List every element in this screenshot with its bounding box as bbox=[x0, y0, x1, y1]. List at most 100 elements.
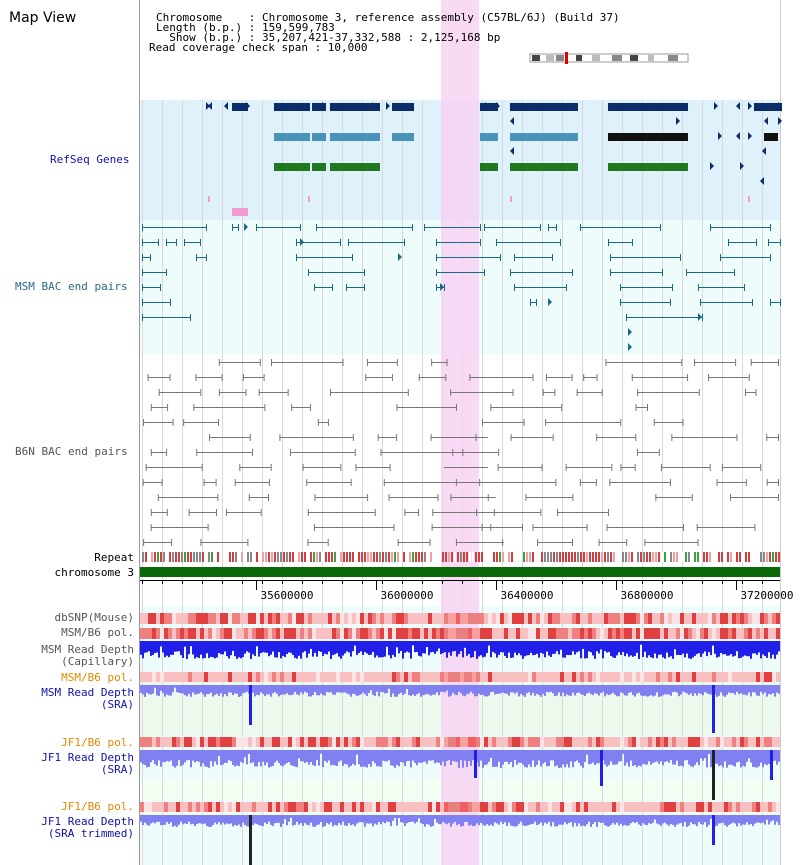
repeat-mark bbox=[676, 552, 678, 562]
heat-cell bbox=[588, 628, 592, 639]
depth-bar bbox=[370, 685, 372, 691]
heat-cell bbox=[204, 672, 208, 682]
heat-cell bbox=[644, 628, 648, 639]
heat-cell bbox=[416, 802, 420, 812]
depth-bar bbox=[250, 750, 252, 764]
depth-bar bbox=[650, 750, 652, 765]
depth-bar bbox=[474, 815, 476, 826]
track-label-refseq[interactable]: RefSeq Genes bbox=[50, 153, 130, 166]
heat-cell bbox=[772, 613, 776, 624]
depth-bar bbox=[716, 815, 718, 826]
ideogram-band bbox=[576, 55, 582, 61]
track-label-jf1-depth-trim[interactable]: JF1 Read Depth bbox=[41, 815, 134, 828]
heat-cell bbox=[736, 672, 740, 682]
depth-bar bbox=[210, 750, 212, 762]
depth-bar bbox=[658, 750, 660, 764]
depth-bar bbox=[350, 641, 352, 657]
heat-cell bbox=[232, 737, 236, 747]
track-label-jf1-b6-pol-trim[interactable]: JF1/B6 pol. bbox=[61, 800, 134, 813]
track-label-jf1-b6-pol[interactable]: JF1/B6 pol. bbox=[61, 736, 134, 749]
repeat-mark bbox=[634, 552, 636, 562]
track-label-b6n-bac[interactable]: B6N BAC end pairs bbox=[15, 445, 128, 458]
heat-cell bbox=[552, 613, 556, 624]
depth-bar bbox=[376, 750, 378, 767]
heat-cell bbox=[212, 628, 216, 639]
depth-bar bbox=[648, 750, 650, 762]
track-label-msm-depth-capillary[interactable]: MSM Read Depth bbox=[41, 643, 134, 656]
depth-bar bbox=[212, 815, 214, 825]
heat-cell bbox=[484, 802, 488, 812]
depth-bar bbox=[142, 750, 144, 765]
depth-bar bbox=[374, 685, 376, 697]
heat-cell bbox=[500, 628, 504, 639]
heat-cell bbox=[668, 672, 672, 682]
track-label-dbsnp[interactable]: dbSNP(Mouse) bbox=[54, 611, 134, 624]
heat-cell bbox=[520, 628, 524, 639]
heat-cell bbox=[556, 802, 560, 812]
gene-exon bbox=[480, 133, 498, 141]
depth-bar bbox=[298, 641, 300, 656]
depth-bar bbox=[768, 750, 770, 764]
depth-bar bbox=[356, 815, 358, 824]
depth-bar bbox=[424, 750, 426, 762]
depth-bar bbox=[378, 641, 380, 658]
heat-cell bbox=[684, 628, 688, 639]
depth-bar bbox=[676, 685, 678, 693]
track-label-msm-depth-sra[interactable]: MSM Read Depth bbox=[41, 686, 134, 699]
depth-bar bbox=[352, 750, 354, 764]
heat-cell bbox=[600, 613, 604, 624]
heat-cell bbox=[512, 737, 516, 747]
track-label-jf1-depth-sra[interactable]: JF1 Read Depth bbox=[41, 751, 134, 764]
repeat-mark bbox=[193, 552, 195, 562]
depth-bar bbox=[362, 815, 364, 823]
heat-cell bbox=[460, 613, 464, 624]
gene-exon bbox=[330, 163, 380, 171]
depth-bar bbox=[336, 641, 338, 654]
depth-bar bbox=[340, 641, 342, 659]
depth-bar bbox=[262, 685, 264, 694]
track-label-msm-b6-pol[interactable]: MSM/B6 pol. bbox=[61, 626, 134, 639]
depth-bar bbox=[288, 815, 290, 822]
heat-cell bbox=[412, 613, 416, 624]
repeat-mark bbox=[598, 552, 600, 562]
depth-bar bbox=[318, 750, 320, 766]
heat-cell bbox=[248, 628, 252, 639]
depth-bar bbox=[412, 815, 414, 822]
depth-bar bbox=[758, 815, 760, 823]
depth-bar bbox=[588, 685, 590, 693]
depth-bar bbox=[594, 685, 596, 694]
depth-bar bbox=[224, 815, 226, 825]
heat-cell bbox=[160, 802, 164, 812]
depth-bar bbox=[186, 685, 188, 697]
repeat-mark bbox=[358, 552, 360, 562]
depth-bar bbox=[404, 641, 406, 653]
track-label-jf1-depth-sra-sub: (SRA) bbox=[100, 763, 134, 776]
heat-cell bbox=[192, 737, 196, 747]
track-label-msm-b6-pol-sra[interactable]: MSM/B6 pol. bbox=[61, 671, 134, 684]
depth-bar bbox=[594, 750, 596, 766]
depth-bar bbox=[626, 815, 628, 826]
gene-strand-arrow bbox=[778, 102, 782, 110]
heat-cell bbox=[628, 672, 632, 682]
heat-cell bbox=[356, 672, 360, 682]
depth-bar bbox=[650, 815, 652, 825]
depth-bar bbox=[690, 750, 692, 767]
repeat-mark bbox=[766, 552, 768, 562]
heat-cell bbox=[460, 628, 464, 639]
heat-cell bbox=[632, 737, 636, 747]
depth-bar bbox=[586, 815, 588, 825]
depth-bar bbox=[364, 750, 366, 767]
depth-bar bbox=[440, 815, 442, 825]
depth-bar bbox=[388, 641, 390, 656]
heat-cell bbox=[144, 737, 148, 747]
track-label-msm-bac[interactable]: MSM BAC end pairs bbox=[15, 280, 128, 293]
heat-cell bbox=[764, 613, 768, 624]
depth-bar bbox=[678, 641, 680, 655]
depth-bar bbox=[462, 750, 464, 768]
depth-bar bbox=[302, 815, 304, 826]
depth-bar bbox=[742, 685, 744, 695]
heat-cell bbox=[168, 628, 172, 639]
depth-bar bbox=[290, 750, 292, 765]
depth-bar bbox=[464, 685, 466, 697]
